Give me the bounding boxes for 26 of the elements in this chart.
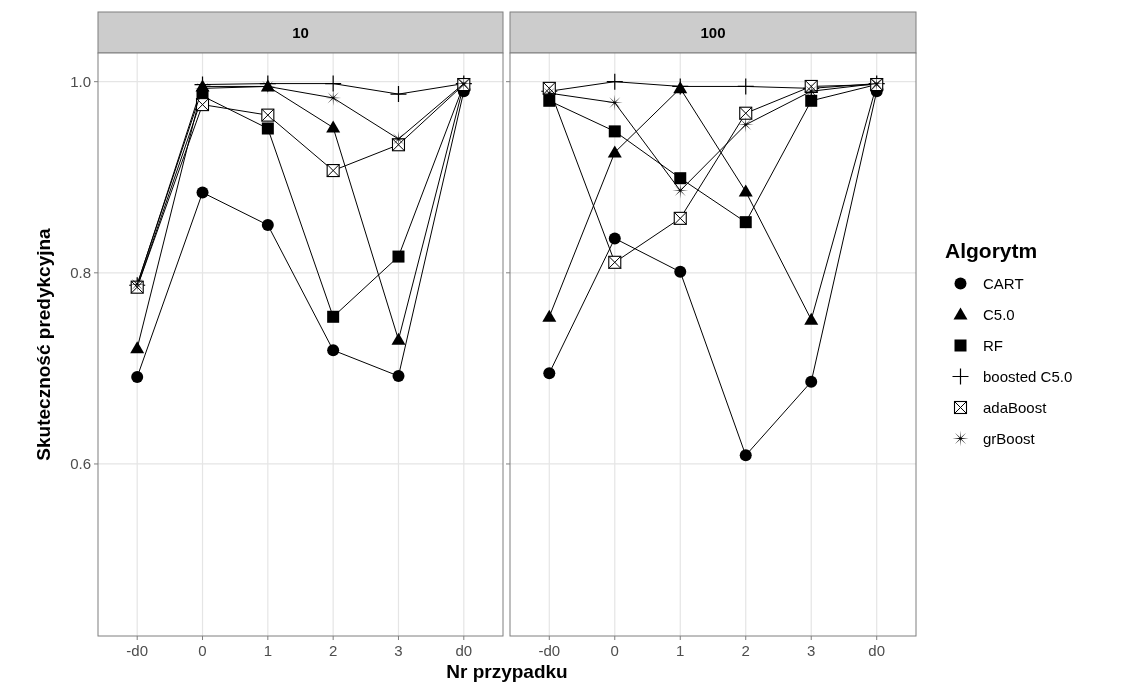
chart-title: 10 <box>292 24 309 41</box>
x-tick-label: d0 <box>455 642 473 659</box>
y-tick-label: 0.8 <box>70 264 91 282</box>
legend-label: C5.0 <box>983 305 1015 323</box>
x-tick-label: d0 <box>868 642 886 659</box>
legend-label: adaBoost <box>983 398 1048 416</box>
x-tick-label: 0 <box>198 642 207 659</box>
x-tick-label: 2 <box>741 642 750 659</box>
x-tick-label: -d0 <box>538 642 561 659</box>
y-axis-title: Skuteczność predykcyjna <box>33 227 54 461</box>
legend-label: boosted C5.0 <box>983 367 1073 385</box>
x-axis-title: Nr przypadku <box>446 661 568 682</box>
y-tick-label: 1.0 <box>70 72 91 90</box>
y-tick-label: 0.6 <box>70 455 91 473</box>
x-tick-label: 1 <box>676 642 685 659</box>
legend-label: grBoost <box>983 429 1036 447</box>
legend-label: RF <box>983 336 1003 354</box>
x-tick-label: 1 <box>263 642 273 659</box>
x-tick-label: 0 <box>610 642 619 659</box>
x-tick-label: 3 <box>394 642 403 659</box>
x-tick-label: 3 <box>807 642 816 659</box>
legend-title: Algorytm <box>945 239 1038 262</box>
x-tick-label: -d0 <box>126 642 149 659</box>
legend-label: CART <box>983 274 1024 292</box>
chart-title: 100 <box>700 24 726 41</box>
x-tick-label: 2 <box>328 642 338 659</box>
